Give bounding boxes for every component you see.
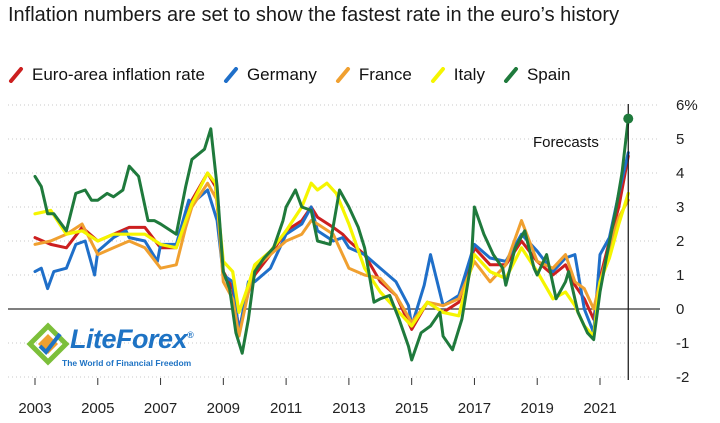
legend-item-spain: Spain (503, 65, 570, 85)
x-axis-ticks: 2003 2005 2007 2009 2011 2013 2015 2017 2019 2021 (18, 378, 617, 417)
y-tick-label: 5 (676, 131, 684, 148)
y-tick-label: 2 (676, 233, 684, 250)
y-tick-label: 1 (676, 267, 684, 284)
y-tick-label: 0 (676, 301, 684, 318)
legend-label-spain: Spain (526, 65, 571, 84)
y-tick-label: -2 (676, 369, 689, 386)
liteforex-logo-name: LiteForex® (70, 324, 194, 354)
x-tick-label: 2013 (332, 400, 365, 417)
x-tick-label: 2007 (144, 400, 177, 417)
x-tick-label: 2009 (207, 400, 240, 417)
liteforex-tagline: The World of Financial Freedom (62, 358, 192, 368)
y-axis-ticks: 6% 5 4 3 2 1 0 -1 -2 (676, 97, 698, 386)
x-tick-label: 2011 (270, 400, 302, 417)
legend-item-euro-area: Euro-area inflation rate (8, 65, 205, 85)
legend-label-germany: Germany (246, 65, 317, 84)
series-lines (33, 117, 630, 362)
x-tick-label: 2019 (521, 400, 554, 417)
series-line-spain (33, 117, 630, 362)
legend-swatch-germany (223, 67, 239, 83)
series-line-germany (33, 151, 630, 335)
forecast-marker (623, 104, 634, 380)
legend-item-france: France (335, 65, 412, 85)
legend-item-germany: Germany (223, 65, 317, 85)
series-line-france (33, 181, 630, 338)
gridlines (8, 104, 660, 378)
forecasts-annotation: Forecasts (533, 134, 599, 151)
y-tick-label: -1 (676, 335, 689, 352)
legend-item-italy: Italy (430, 65, 485, 85)
x-tick-label: 2005 (81, 400, 114, 417)
legend: Euro-area inflation rate Germany France … (8, 64, 588, 86)
liteforex-logo-icon (26, 322, 70, 366)
x-tick-label: 2015 (395, 400, 428, 417)
forecast-point-spain (623, 113, 634, 124)
x-tick-label: 2017 (458, 400, 491, 417)
legend-swatch-spain (503, 67, 519, 83)
legend-label-france: France (358, 65, 412, 84)
legend-label-euro-area: Euro-area inflation rate (32, 65, 205, 84)
legend-swatch-italy (430, 67, 446, 83)
legend-swatch-france (335, 67, 351, 83)
x-tick-label: 2021 (583, 400, 616, 417)
x-tick-label: 2003 (18, 400, 51, 417)
y-tick-label: 3 (676, 199, 684, 216)
y-tick-label: 6% (676, 97, 698, 114)
chart-title: Inflation numbers are set to show the fa… (8, 4, 620, 26)
legend-label-italy: Italy (453, 65, 485, 84)
legend-swatch-euro-area (8, 67, 24, 83)
y-tick-label: 4 (676, 165, 684, 182)
